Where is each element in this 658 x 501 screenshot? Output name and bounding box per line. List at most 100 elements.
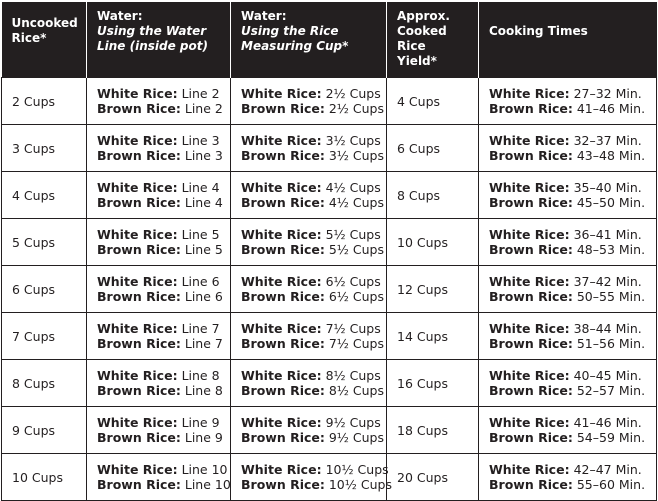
brown-rice-value: Brown Rice: 41–46 Min. bbox=[489, 101, 646, 116]
water-cup-cell: White Rice: 9½ Cups Brown Rice: 9½ Cups bbox=[230, 406, 387, 454]
white-rice-value: White Rice: 38–44 Min. bbox=[489, 321, 646, 336]
yield-cell: 4 Cups bbox=[386, 77, 479, 125]
brown-rice-value: Brown Rice: 10½ Cups bbox=[241, 477, 392, 492]
value: 6½ Cups bbox=[328, 289, 384, 304]
table-row: 10 Cups White Rice: Line 10 Brown Rice: Li… bbox=[1, 453, 657, 501]
brown-rice-value: Brown Rice: 4½ Cups bbox=[241, 195, 384, 210]
uncooked-rice-cell: 2 Cups bbox=[1, 77, 87, 125]
brown-rice-label: Brown Rice: bbox=[241, 289, 325, 304]
header-yield: Approx. Cooked Rice Yield* bbox=[386, 2, 479, 78]
brown-rice-value: Brown Rice: 52–57 Min. bbox=[489, 383, 646, 398]
brown-rice-value: Brown Rice: Line 9 bbox=[97, 430, 223, 445]
brown-rice-label: Brown Rice: bbox=[241, 242, 325, 257]
yield-cell: 20 Cups bbox=[386, 453, 479, 501]
brown-rice-value: Brown Rice: Line 4 bbox=[97, 195, 223, 210]
value: Line 9 bbox=[184, 430, 223, 445]
brown-rice-label: Brown Rice: bbox=[97, 242, 181, 257]
white-rice-label: White Rice: bbox=[489, 321, 570, 336]
brown-rice-label: Brown Rice: bbox=[241, 430, 325, 445]
brown-rice-value: Brown Rice: 3½ Cups bbox=[241, 148, 384, 163]
white-rice-value: White Rice: 40–45 Min. bbox=[489, 368, 646, 383]
white-rice-value: White Rice: 2½ Cups bbox=[241, 86, 381, 101]
brown-rice-value: Brown Rice: Line 5 bbox=[97, 242, 223, 257]
water-cup-cell: White Rice: 10½ Cups Brown Rice: 10½ Cups bbox=[230, 453, 392, 501]
brown-rice-value: Brown Rice: 2½ Cups bbox=[241, 101, 384, 116]
brown-rice-value: Brown Rice: 43–48 Min. bbox=[489, 148, 646, 163]
water-line-cell: White Rice: Line 10 Brown Rice: Line 10 bbox=[86, 453, 231, 501]
white-rice-label: White Rice: bbox=[241, 133, 322, 148]
cooking-time-cell: White Rice: 27–32 Min. Brown Rice: 41–46 … bbox=[478, 77, 657, 125]
white-rice-label: White Rice: bbox=[489, 462, 570, 477]
table-row: 4 Cups White Rice: Line 4 Brown Rice: Line… bbox=[1, 171, 657, 219]
value: 50–55 Min. bbox=[576, 289, 646, 304]
value: Line 8 bbox=[184, 383, 223, 398]
brown-rice-label: Brown Rice: bbox=[97, 477, 181, 492]
cooking-time-cell: White Rice: 32–37 Min. Brown Rice: 43–48 … bbox=[478, 124, 657, 172]
water-line-cell: White Rice: Line 3 Brown Rice: Line 3 bbox=[86, 124, 231, 172]
water-cup-cell: White Rice: 2½ Cups Brown Rice: 2½ Cups bbox=[230, 77, 387, 125]
brown-rice-label: Brown Rice: bbox=[489, 430, 573, 445]
brown-rice-label: Brown Rice: bbox=[97, 195, 181, 210]
white-rice-label: White Rice: bbox=[241, 462, 322, 477]
white-rice-value: White Rice: Line 7 bbox=[97, 321, 220, 336]
brown-rice-label: Brown Rice: bbox=[97, 336, 181, 351]
white-rice-value: White Rice: 6½ Cups bbox=[241, 274, 381, 289]
brown-rice-value: Brown Rice: 8½ Cups bbox=[241, 383, 384, 398]
uncooked-rice-cell: 10 Cups bbox=[1, 453, 87, 501]
white-rice-label: White Rice: bbox=[241, 274, 322, 289]
water-cup-cell: White Rice: 3½ Cups Brown Rice: 3½ Cups bbox=[230, 124, 387, 172]
uncooked-rice-cell: 4 Cups bbox=[1, 171, 87, 219]
header-water-line: Water: Using the Water Line (inside pot) bbox=[86, 2, 231, 78]
water-line-cell: White Rice: Line 2 Brown Rice: Line 2 bbox=[86, 77, 231, 125]
value: 37–42 Min. bbox=[573, 274, 642, 289]
value: 36–41 Min. bbox=[573, 227, 642, 242]
brown-rice-value: Brown Rice: 6½ Cups bbox=[241, 289, 384, 304]
white-rice-value: White Rice: 8½ Cups bbox=[241, 368, 381, 383]
white-rice-value: White Rice: Line 10 bbox=[97, 462, 228, 477]
brown-rice-value: Brown Rice: Line 8 bbox=[97, 383, 223, 398]
value: 38–44 Min. bbox=[573, 321, 642, 336]
white-rice-label: White Rice: bbox=[97, 462, 178, 477]
white-rice-label: White Rice: bbox=[97, 368, 178, 383]
white-rice-value: White Rice: 4½ Cups bbox=[241, 180, 381, 195]
white-rice-label: White Rice: bbox=[489, 133, 570, 148]
brown-rice-label: Brown Rice: bbox=[241, 477, 325, 492]
uncooked-rice-cell: 5 Cups bbox=[1, 218, 87, 266]
white-rice-value: White Rice: 9½ Cups bbox=[241, 415, 381, 430]
water-line-cell: White Rice: Line 7 Brown Rice: Line 7 bbox=[86, 312, 231, 360]
white-rice-label: White Rice: bbox=[97, 274, 178, 289]
value: 9½ Cups bbox=[328, 430, 384, 445]
brown-rice-value: Brown Rice: 9½ Cups bbox=[241, 430, 384, 445]
value: 6½ Cups bbox=[325, 274, 381, 289]
value: 10½ Cups bbox=[325, 462, 389, 477]
water-cup-cell: White Rice: 4½ Cups Brown Rice: 4½ Cups bbox=[230, 171, 387, 219]
white-rice-value: White Rice: 10½ Cups bbox=[241, 462, 389, 477]
value: 4½ Cups bbox=[325, 180, 381, 195]
value: 8½ Cups bbox=[325, 368, 381, 383]
brown-rice-label: Brown Rice: bbox=[97, 148, 181, 163]
table-row: 5 Cups White Rice: Line 5 Brown Rice: Line… bbox=[1, 218, 657, 266]
white-rice-value: White Rice: Line 9 bbox=[97, 415, 220, 430]
value: 9½ Cups bbox=[325, 415, 381, 430]
cooking-time-cell: White Rice: 36–41 Min. Brown Rice: 48–53 … bbox=[478, 218, 657, 266]
header-title: Water: bbox=[241, 9, 287, 23]
value: 42–47 Min. bbox=[573, 462, 642, 477]
water-cup-cell: White Rice: 6½ Cups Brown Rice: 6½ Cups bbox=[230, 265, 387, 313]
white-rice-label: White Rice: bbox=[489, 86, 570, 101]
white-rice-label: White Rice: bbox=[489, 227, 570, 242]
white-rice-value: White Rice: 32–37 Min. bbox=[489, 133, 646, 148]
brown-rice-label: Brown Rice: bbox=[241, 148, 325, 163]
white-rice-label: White Rice: bbox=[241, 321, 322, 336]
white-rice-value: White Rice: 3½ Cups bbox=[241, 133, 381, 148]
brown-rice-label: Brown Rice: bbox=[97, 101, 181, 116]
cooking-time-cell: White Rice: 37–42 Min. Brown Rice: 50–55 … bbox=[478, 265, 657, 313]
cooking-time-cell: White Rice: 38–44 Min. Brown Rice: 51–56 … bbox=[478, 312, 657, 360]
yield-cell: 14 Cups bbox=[386, 312, 479, 360]
header-row: Uncooked Rice* Water: Using the Water Lin… bbox=[1, 2, 657, 78]
brown-rice-label: Brown Rice: bbox=[489, 336, 573, 351]
value: 10½ Cups bbox=[328, 477, 392, 492]
table-row: 3 Cups White Rice: Line 3 Brown Rice: Line… bbox=[1, 124, 657, 172]
value: 45–50 Min. bbox=[576, 195, 646, 210]
brown-rice-label: Brown Rice: bbox=[97, 383, 181, 398]
